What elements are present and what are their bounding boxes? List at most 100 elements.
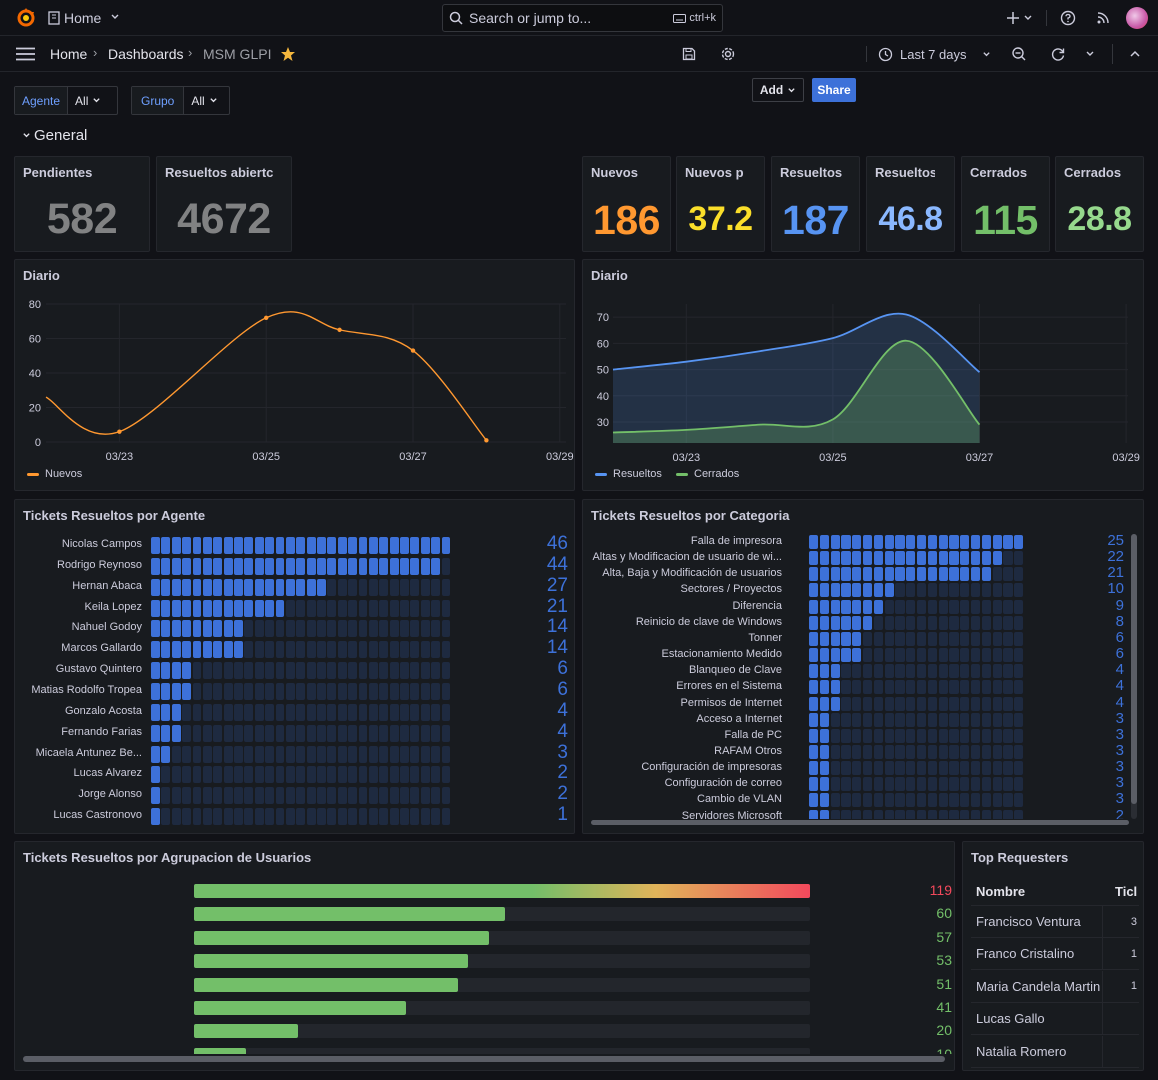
chevron-down-icon[interactable] bbox=[110, 12, 120, 22]
bar-row[interactable]: Tonner 6 bbox=[583, 629, 1127, 647]
column-header-nombre[interactable]: Nombre bbox=[976, 884, 1026, 899]
home-menu-label[interactable]: Home bbox=[64, 10, 102, 26]
chevron-down-icon[interactable] bbox=[1023, 13, 1033, 23]
share-button[interactable]: Share bbox=[812, 78, 856, 102]
table-row[interactable]: Lucas Gallo bbox=[971, 1003, 1139, 1036]
zoom-out-icon[interactable] bbox=[1011, 46, 1027, 62]
horizontal-scrollbar[interactable] bbox=[23, 1056, 945, 1062]
bar-row[interactable]: Marcos Gallardo 14 bbox=[15, 637, 574, 660]
save-icon[interactable] bbox=[682, 47, 696, 61]
bar-row[interactable]: Nahuel Godoy 14 bbox=[15, 616, 574, 639]
column-header-tickets[interactable]: Ticl bbox=[1115, 884, 1138, 899]
chevron-down-icon[interactable] bbox=[1085, 49, 1095, 59]
legend-item-nuevos[interactable]: Nuevos bbox=[27, 468, 82, 480]
bar-segment-empty bbox=[327, 787, 337, 805]
table-row[interactable]: Francisco Ventura 3 bbox=[971, 906, 1139, 938]
row-general-toggle[interactable]: General bbox=[22, 127, 87, 144]
bar-segment-empty bbox=[317, 787, 326, 805]
data-point[interactable] bbox=[117, 429, 122, 434]
bar-row[interactable]: Altas y Modificacion de usuario de wi...… bbox=[583, 548, 1127, 566]
bar-row[interactable]: Nicolas Campos 46 bbox=[15, 533, 574, 556]
bar-row[interactable]: Falla de impresora 25 bbox=[583, 534, 1127, 550]
bar-row[interactable]: Matias Rodolfo Tropea 6 bbox=[15, 679, 574, 702]
bar-row[interactable]: Micaela Antunez Be... 3 bbox=[15, 742, 574, 765]
table-row[interactable]: Natalia Romero bbox=[971, 1035, 1139, 1068]
scrollbar-thumb[interactable] bbox=[1131, 534, 1137, 804]
bar-row[interactable]: Gustavo Quintero 6 bbox=[15, 658, 574, 681]
bar-row[interactable]: Acceso a Internet 3 bbox=[583, 710, 1127, 728]
breadcrumb-dashboards[interactable]: Dashboards bbox=[108, 46, 184, 62]
table-row[interactable]: Franco Cristalino 1 bbox=[971, 938, 1139, 971]
bar-segment-filled bbox=[192, 641, 202, 659]
legend-item-cerrados[interactable]: Cerrados bbox=[676, 468, 739, 480]
bar-segment-empty bbox=[431, 662, 441, 680]
breadcrumb-home[interactable]: Home bbox=[50, 46, 88, 62]
data-point[interactable] bbox=[484, 438, 489, 443]
star-icon[interactable] bbox=[280, 46, 296, 62]
bar-segment-empty bbox=[830, 809, 840, 819]
bar-row[interactable]: Keila Lopez 21 bbox=[15, 596, 574, 619]
bar-row[interactable]: Reinicio de clave de Windows 8 bbox=[583, 613, 1127, 631]
settings-gear-icon[interactable] bbox=[720, 46, 736, 62]
bar-segment-empty bbox=[884, 615, 894, 630]
legend-item-resueltos[interactable]: Resueltos bbox=[595, 468, 662, 480]
bar-label: Micaela Antunez Be... bbox=[35, 746, 142, 759]
user-avatar[interactable] bbox=[1126, 7, 1148, 29]
bar-row[interactable]: Impresoras57 bbox=[15, 927, 954, 949]
bar-row[interactable]: Procesamiento20 bbox=[15, 1020, 954, 1042]
bar-segment-filled bbox=[161, 557, 171, 575]
bar-row[interactable]: Diferencia 9 bbox=[583, 597, 1127, 615]
bar-row[interactable]: Blanqueo de Clave 4 bbox=[583, 661, 1127, 679]
variable-grupo-select[interactable]: All bbox=[184, 94, 224, 108]
bar-row[interactable]: Soporte Aplicaciones60 bbox=[15, 903, 954, 925]
bar-row[interactable]: Hernan Abaca 27 bbox=[15, 575, 574, 598]
vertical-scrollbar[interactable] bbox=[1131, 534, 1137, 819]
bar-segment-empty bbox=[348, 641, 358, 659]
bar-row[interactable]: Errores en el Sistema 4 bbox=[583, 677, 1127, 695]
bar-row[interactable]: RAFAM Otros 3 bbox=[583, 742, 1127, 760]
data-point[interactable] bbox=[337, 327, 342, 333]
menu-icon[interactable] bbox=[16, 47, 35, 61]
bar-row[interactable]: Pase a Producción41 bbox=[15, 997, 954, 1019]
grafana-logo-icon[interactable] bbox=[15, 7, 37, 29]
bar-row[interactable]: Permisos de Internet 4 bbox=[583, 694, 1127, 712]
bar-row[interactable]: Soporte Técnico119 bbox=[15, 880, 954, 902]
bar-row[interactable]: Falla de PC 3 bbox=[583, 726, 1127, 744]
bar-row[interactable]: Servidores53 bbox=[15, 950, 954, 972]
bar-segment-empty bbox=[1003, 648, 1013, 663]
data-point[interactable] bbox=[264, 315, 269, 320]
bar-row[interactable]: Rodrigo Reynoso 44 bbox=[15, 554, 574, 577]
bar-segment-empty bbox=[949, 696, 959, 711]
bar-row[interactable]: Sectores / Proyectos 10 bbox=[583, 580, 1127, 598]
bar-segment-empty bbox=[992, 761, 1002, 776]
variable-agente-select[interactable]: All bbox=[68, 94, 108, 108]
help-icon[interactable] bbox=[1060, 10, 1076, 26]
variable-agente: Agente All bbox=[14, 86, 118, 115]
time-range-picker[interactable]: Last 7 days bbox=[878, 45, 991, 63]
refresh-icon[interactable] bbox=[1050, 46, 1066, 62]
chevron-up-icon[interactable] bbox=[1129, 48, 1141, 60]
add-button[interactable]: Add bbox=[752, 78, 804, 102]
bar-row[interactable]: Estacionamiento Medido 6 bbox=[583, 645, 1127, 663]
bar-row[interactable]: Alta, Baja y Modificación de usuarios 21 bbox=[583, 564, 1127, 582]
bar-segment-filled bbox=[819, 631, 830, 646]
bar-segment-filled bbox=[161, 662, 171, 680]
bar-row[interactable]: Lucas Alvarez 2 bbox=[15, 762, 574, 785]
bar-segment-empty bbox=[981, 793, 992, 808]
bar-row[interactable]: Desarrollo10 bbox=[15, 1044, 954, 1054]
rss-icon[interactable] bbox=[1096, 11, 1110, 25]
bar-row[interactable]: Gonzalo Acosta 4 bbox=[15, 700, 574, 723]
bar-row[interactable]: Cambio de VLAN 3 bbox=[583, 790, 1127, 808]
table-row[interactable]: Maria Candela Martin 1 bbox=[971, 970, 1139, 1003]
bar-row[interactable]: Configuración de correo 3 bbox=[583, 774, 1127, 792]
bar-row[interactable]: Lucas Castronovo 1 bbox=[15, 804, 574, 827]
data-point[interactable] bbox=[410, 348, 416, 353]
bar-row[interactable]: Jorge Alonso 2 bbox=[15, 783, 574, 806]
bar-row[interactable]: Configuración de impresoras 3 bbox=[583, 758, 1127, 776]
horizontal-scrollbar[interactable] bbox=[591, 820, 1129, 825]
bar-row[interactable]: Microsoft51 bbox=[15, 974, 954, 996]
search-input[interactable]: Search or jump to... ctrl+k bbox=[442, 4, 723, 32]
bar-row[interactable]: Servidores Microsoft 2 bbox=[583, 807, 1127, 819]
bar-row[interactable]: Fernando Farias 4 bbox=[15, 721, 574, 744]
plus-icon[interactable] bbox=[1006, 11, 1020, 25]
